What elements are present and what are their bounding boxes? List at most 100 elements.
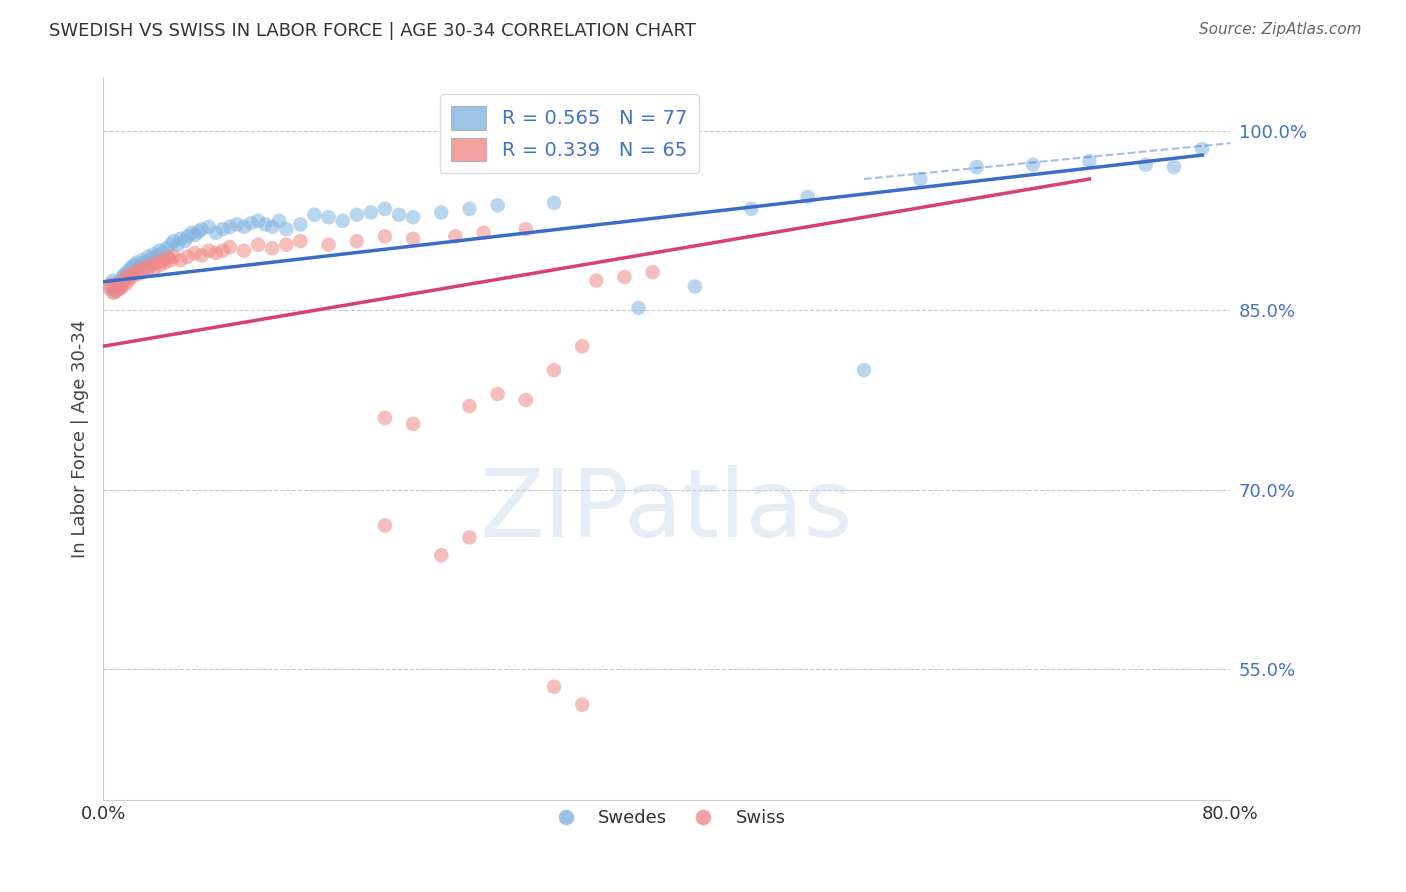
Point	[486, 198, 509, 212]
Point	[187, 225, 209, 239]
Point	[269, 214, 291, 228]
Point	[1191, 142, 1213, 156]
Point	[276, 222, 298, 236]
Point	[162, 250, 184, 264]
Point	[118, 262, 141, 277]
Point	[110, 281, 132, 295]
Point	[318, 211, 340, 225]
Point	[262, 219, 284, 234]
Point	[112, 272, 135, 286]
Point	[1163, 160, 1185, 174]
Point	[173, 234, 195, 248]
Point	[374, 411, 396, 425]
Point	[233, 244, 256, 258]
Point	[128, 262, 150, 277]
Point	[139, 258, 162, 272]
Point	[430, 205, 453, 219]
Point	[212, 222, 235, 236]
Point	[101, 285, 124, 300]
Point	[458, 202, 481, 216]
Point	[219, 240, 242, 254]
Point	[388, 208, 411, 222]
Point	[852, 363, 875, 377]
Point	[641, 265, 664, 279]
Point	[122, 258, 145, 272]
Point	[683, 279, 706, 293]
Point	[796, 190, 818, 204]
Point	[145, 255, 167, 269]
Point	[585, 274, 607, 288]
Point	[402, 232, 425, 246]
Point	[183, 228, 205, 243]
Point	[472, 226, 495, 240]
Point	[515, 392, 537, 407]
Point	[515, 222, 537, 236]
Point	[254, 218, 277, 232]
Point	[156, 251, 179, 265]
Text: SWEDISH VS SWISS IN LABOR FORCE | AGE 30-34 CORRELATION CHART: SWEDISH VS SWISS IN LABOR FORCE | AGE 30…	[49, 22, 696, 40]
Point	[103, 279, 125, 293]
Point	[212, 244, 235, 258]
Point	[107, 282, 129, 296]
Point	[346, 208, 368, 222]
Point	[114, 277, 136, 292]
Point	[159, 237, 181, 252]
Point	[134, 260, 156, 275]
Point	[318, 237, 340, 252]
Point	[543, 363, 565, 377]
Point	[402, 211, 425, 225]
Point	[112, 268, 135, 282]
Legend: Swedes, Swiss: Swedes, Swiss	[540, 802, 793, 835]
Point	[103, 285, 125, 300]
Point	[127, 259, 149, 273]
Point	[104, 279, 127, 293]
Point	[98, 282, 121, 296]
Point	[198, 244, 221, 258]
Point	[105, 277, 128, 292]
Point	[205, 226, 228, 240]
Point	[100, 277, 122, 292]
Point	[150, 246, 173, 260]
Point	[374, 518, 396, 533]
Point	[121, 266, 143, 280]
Point	[125, 255, 148, 269]
Point	[111, 275, 134, 289]
Point	[240, 216, 263, 230]
Y-axis label: In Labor Force | Age 30-34: In Labor Force | Age 30-34	[72, 319, 89, 558]
Point	[124, 261, 146, 276]
Point	[233, 219, 256, 234]
Point	[332, 214, 354, 228]
Point	[1078, 154, 1101, 169]
Point	[110, 278, 132, 293]
Point	[276, 237, 298, 252]
Point	[142, 247, 165, 261]
Point	[166, 237, 188, 252]
Point	[360, 205, 382, 219]
Point	[148, 244, 170, 258]
Point	[169, 232, 191, 246]
Point	[180, 226, 202, 240]
Point	[159, 253, 181, 268]
Point	[190, 222, 212, 236]
Point	[136, 261, 159, 276]
Point	[111, 269, 134, 284]
Point	[262, 241, 284, 255]
Point	[205, 246, 228, 260]
Point	[115, 269, 138, 284]
Point	[148, 258, 170, 272]
Point	[402, 417, 425, 431]
Point	[98, 279, 121, 293]
Point	[183, 246, 205, 260]
Text: Source: ZipAtlas.com: Source: ZipAtlas.com	[1198, 22, 1361, 37]
Point	[169, 253, 191, 268]
Point	[108, 277, 131, 292]
Point	[444, 229, 467, 244]
Point	[155, 241, 177, 255]
Point	[153, 255, 176, 269]
Point	[304, 208, 326, 222]
Point	[486, 387, 509, 401]
Point	[142, 261, 165, 276]
Point	[139, 252, 162, 266]
Point	[374, 202, 396, 216]
Point	[247, 214, 270, 228]
